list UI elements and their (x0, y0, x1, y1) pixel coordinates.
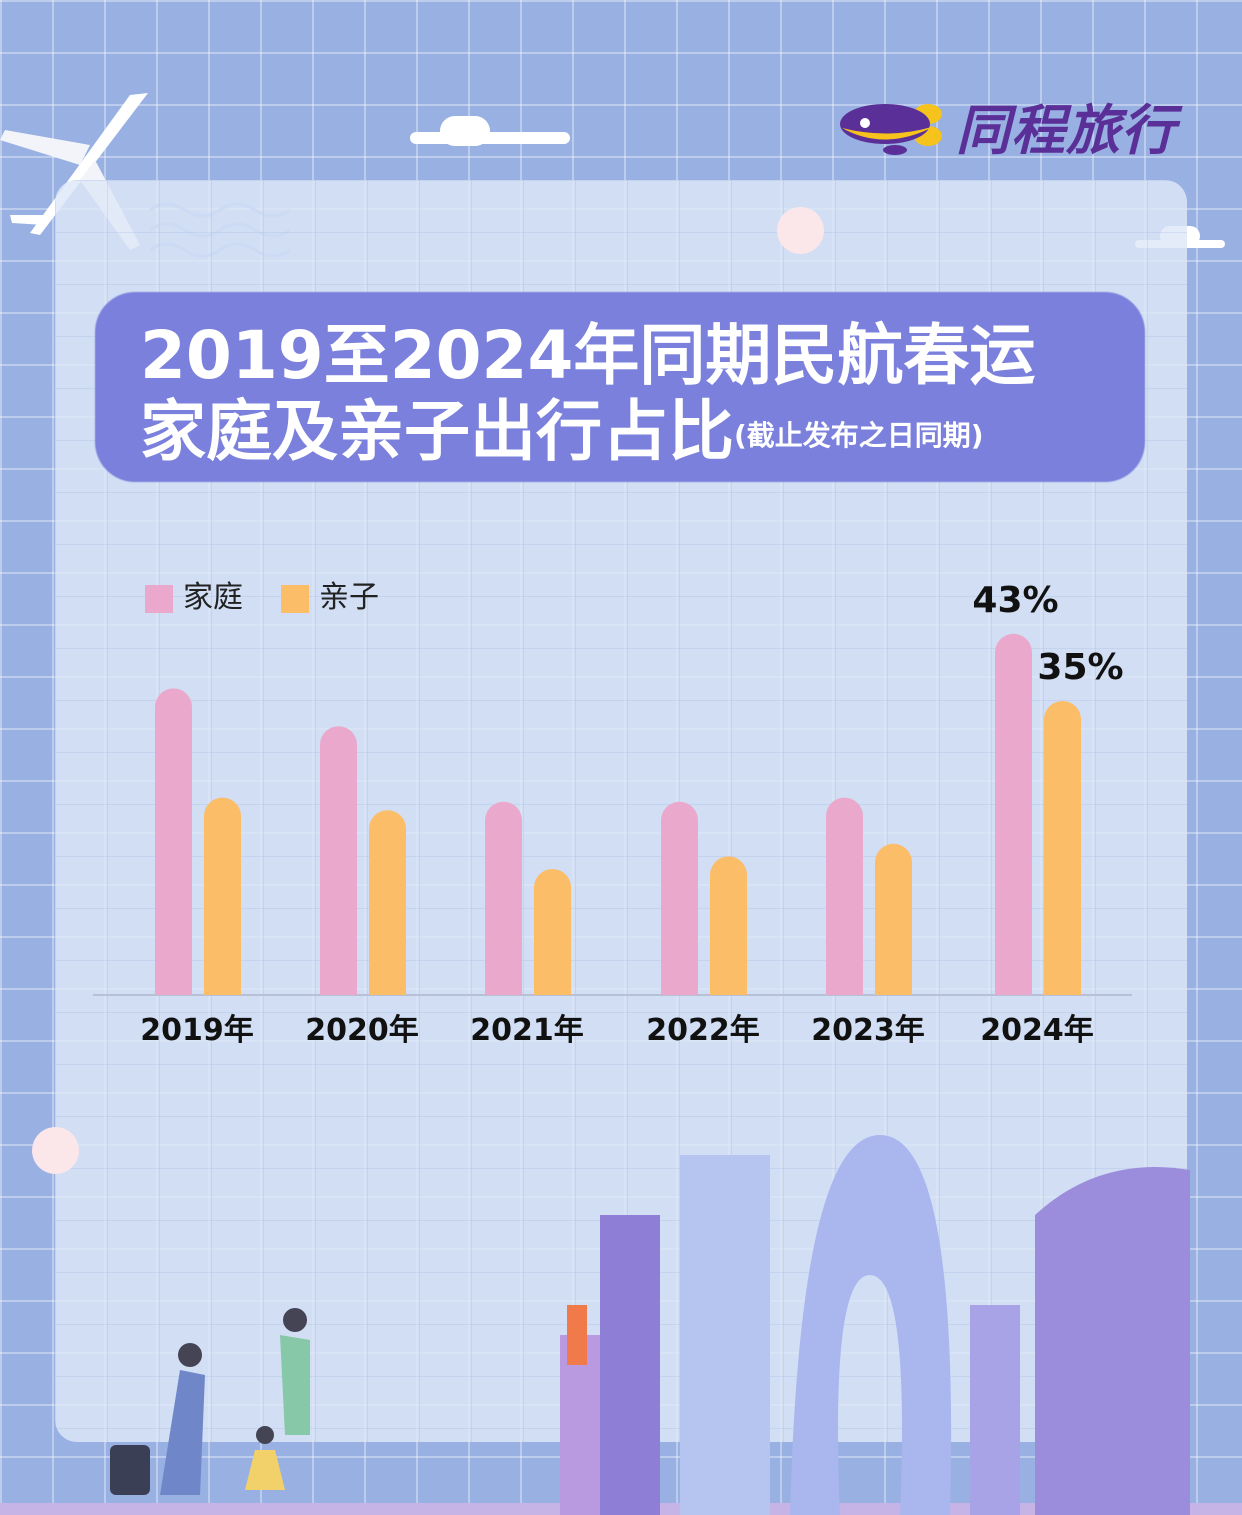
bar-family-2021年 (485, 801, 522, 995)
x-tick-label: 2024年 (980, 1013, 1094, 1048)
bar-parent-child-2022年 (710, 856, 747, 995)
bar-family-2023年 (826, 797, 863, 995)
decor-circle (32, 1127, 79, 1174)
bar-parent-child-2023年 (875, 843, 912, 995)
bar-family-2024年 (995, 633, 1032, 995)
cloud (440, 116, 490, 146)
title-note: (截止发布之日同期) (734, 418, 984, 452)
decor-circle (777, 207, 824, 254)
title-line-2: 家庭及亲子出行占比 (140, 393, 734, 470)
chart-title: 2019至2024年同期民航春运 家庭及亲子出行占比(截止发布之日同期) (140, 318, 1035, 474)
title-line-1: 2019至2024年同期民航春运 (140, 317, 1036, 394)
legend-item-family: 家庭 (145, 572, 243, 616)
city-skyline-illustration (0, 1135, 1242, 1515)
bar-parent-child-2019年 (204, 797, 241, 995)
bar-chart: 2019年 2020年 2021年 2022年 2023年 43% 35% 2024年 (93, 580, 1132, 1048)
bar-parent-child-2021年 (534, 869, 571, 995)
title-band (95, 292, 1145, 482)
x-tick-label: 2023年 (811, 1013, 925, 1048)
tongcheng-fish-logo-icon (840, 103, 942, 155)
bar-family-2019年 (155, 688, 193, 995)
legend-item-parent-child: 亲子 (281, 572, 379, 616)
brand-logo: 同程旅行 (840, 86, 1176, 165)
x-tick-label: 2019年 (140, 1013, 254, 1048)
bar-family-2020年 (320, 726, 357, 995)
bar-family-2022年 (661, 801, 698, 995)
x-tick-label: 2022年 (646, 1013, 760, 1048)
bar-parent-child-2020年 (369, 810, 406, 995)
x-tick-label: 2021年 (470, 1013, 584, 1048)
data-label: 43% (972, 580, 1058, 621)
x-tick-label: 2020年 (305, 1013, 419, 1048)
brand-name: 同程旅行 (956, 99, 1176, 162)
legend: 家庭 亲子 (145, 572, 379, 616)
bar-parent-child-2024年 (1044, 701, 1081, 995)
data-label: 35% (1037, 647, 1123, 688)
